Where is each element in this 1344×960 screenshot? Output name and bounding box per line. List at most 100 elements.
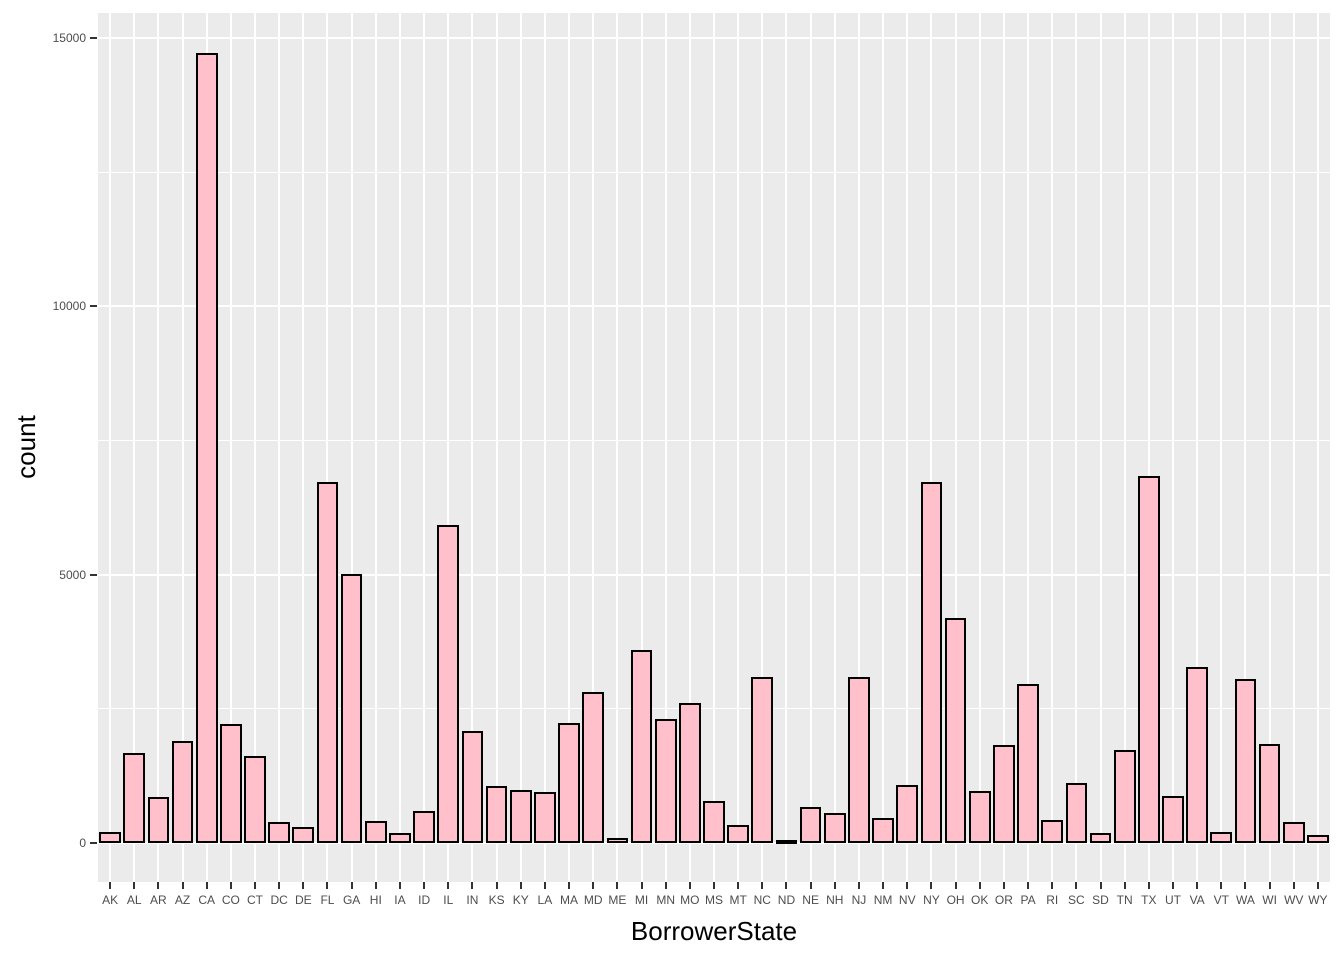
bar-NJ (848, 676, 870, 843)
x-tick-label-PA: PA (1020, 893, 1036, 907)
x-tick-mark-VA (1196, 882, 1199, 889)
x-tick-label-SD: SD (1092, 893, 1109, 907)
x-tick-mark-SC (1075, 882, 1078, 889)
gridline-x-DE (302, 13, 305, 882)
x-tick-mark-NY (930, 882, 933, 889)
gridline-x-TX (1147, 13, 1150, 882)
x-tick-label-VT: VT (1213, 893, 1229, 907)
bar-TN (1113, 749, 1136, 843)
x-tick-mark-WI (1268, 882, 1271, 889)
x-tick-mark-VT (1220, 882, 1223, 889)
x-tick-mark-LA (543, 882, 546, 889)
x-tick-mark-WA (1244, 882, 1247, 889)
x-tick-label-HI: HI (369, 893, 382, 907)
x-tick-mark-NE (809, 882, 812, 889)
bar-WI (1258, 744, 1281, 843)
x-tick-label-AZ: AZ (174, 893, 191, 907)
x-tick-label-SC: SC (1068, 893, 1085, 907)
bar-OH (944, 617, 967, 843)
x-tick-mark-HI (374, 882, 377, 889)
gridline-x-NV (906, 13, 909, 882)
x-tick-label-NY: NY (923, 893, 940, 907)
x-tick-mark-AL (133, 882, 136, 889)
x-tick-label-MT: MT (729, 893, 747, 907)
x-tick-label-CO: CO (221, 893, 240, 907)
gridline-y-minor-7500 (98, 440, 1330, 441)
x-tick-mark-WV (1292, 882, 1295, 889)
x-tick-mark-MT (737, 882, 740, 889)
x-tick-mark-TN (1123, 882, 1126, 889)
y-tick-mark-15000 (90, 37, 97, 39)
x-tick-mark-UT (1171, 882, 1174, 889)
bar-TX (1137, 475, 1160, 843)
gridline-x-IN (471, 13, 474, 882)
x-tick-mark-NV (906, 882, 909, 889)
x-tick-mark-NJ (857, 882, 860, 889)
bar-IA (389, 833, 411, 843)
y-tick-label-10000: 10000 (52, 299, 86, 314)
bar-MI (630, 650, 653, 843)
x-tick-label-TN: TN (1116, 893, 1133, 907)
gridline-x-IL (447, 13, 450, 882)
bar-MT (727, 825, 749, 843)
gridline-x-AR (157, 13, 160, 882)
x-tick-label-MN: MN (656, 893, 675, 907)
gridline-x-NM (882, 13, 885, 882)
x-tick-mark-NM (882, 882, 885, 889)
y-tick-label-0: 0 (79, 836, 86, 850)
gridline-x-VA (1196, 13, 1199, 882)
x-tick-mark-NC (761, 882, 764, 889)
bar-SD (1089, 832, 1112, 843)
x-tick-label-VA: VA (1189, 893, 1205, 907)
bar-MA (558, 722, 580, 843)
bar-VT (1210, 831, 1233, 843)
x-tick-label-NV: NV (898, 893, 916, 907)
bar-MD (582, 691, 605, 843)
gridline-x-MD (592, 13, 595, 882)
gridline-x-MN (664, 13, 667, 882)
x-tick-label-OR: OR (994, 893, 1013, 907)
bar-HI (364, 821, 387, 843)
x-tick-mark-FL (326, 882, 329, 889)
x-tick-label-AR: AR (150, 893, 167, 907)
gridline-x-NE (809, 13, 812, 882)
x-tick-mark-ID (423, 882, 426, 889)
x-tick-label-MO: MO (680, 893, 700, 907)
x-tick-mark-DC (278, 882, 281, 889)
gridline-x-TN (1123, 13, 1126, 882)
bar-CA (195, 53, 218, 843)
gridline-x-WI (1268, 13, 1271, 882)
gridline-x-MS (713, 13, 715, 882)
x-tick-label-RI: RI (1046, 893, 1059, 907)
x-tick-mark-MS (713, 882, 715, 889)
x-tick-mark-GA (350, 882, 353, 889)
x-tick-label-MA: MA (560, 893, 579, 907)
gridline-x-CO (229, 13, 232, 882)
x-tick-mark-CT (254, 882, 257, 889)
gridline-x-PA (1027, 13, 1030, 882)
x-tick-mark-MO (688, 882, 691, 889)
x-tick-mark-ND (785, 882, 788, 889)
gridline-x-HI (374, 13, 377, 882)
gridline-x-OH (954, 13, 957, 882)
x-tick-label-MD: MD (583, 893, 603, 907)
bar-GA (340, 574, 363, 843)
gridline-x-WV (1292, 13, 1295, 882)
x-tick-label-WV: WV (1284, 893, 1304, 907)
gridline-x-MT (737, 13, 740, 882)
bar-OR (993, 745, 1015, 843)
bar-AR (147, 797, 170, 843)
x-tick-mark-PA (1027, 882, 1030, 889)
bar-CO (220, 724, 242, 843)
x-tick-mark-OH (954, 882, 957, 889)
x-tick-label-WI: WI (1262, 893, 1277, 907)
bar-NE (799, 806, 822, 843)
x-tick-label-OH: OH (946, 893, 965, 907)
x-tick-mark-RI (1051, 882, 1054, 889)
x-tick-label-NJ: NJ (851, 893, 867, 907)
gridline-y-0 (98, 842, 1330, 844)
x-tick-label-NC: NC (753, 893, 771, 907)
x-tick-label-IL: IL (443, 893, 454, 907)
x-tick-label-IA: IA (394, 893, 406, 907)
